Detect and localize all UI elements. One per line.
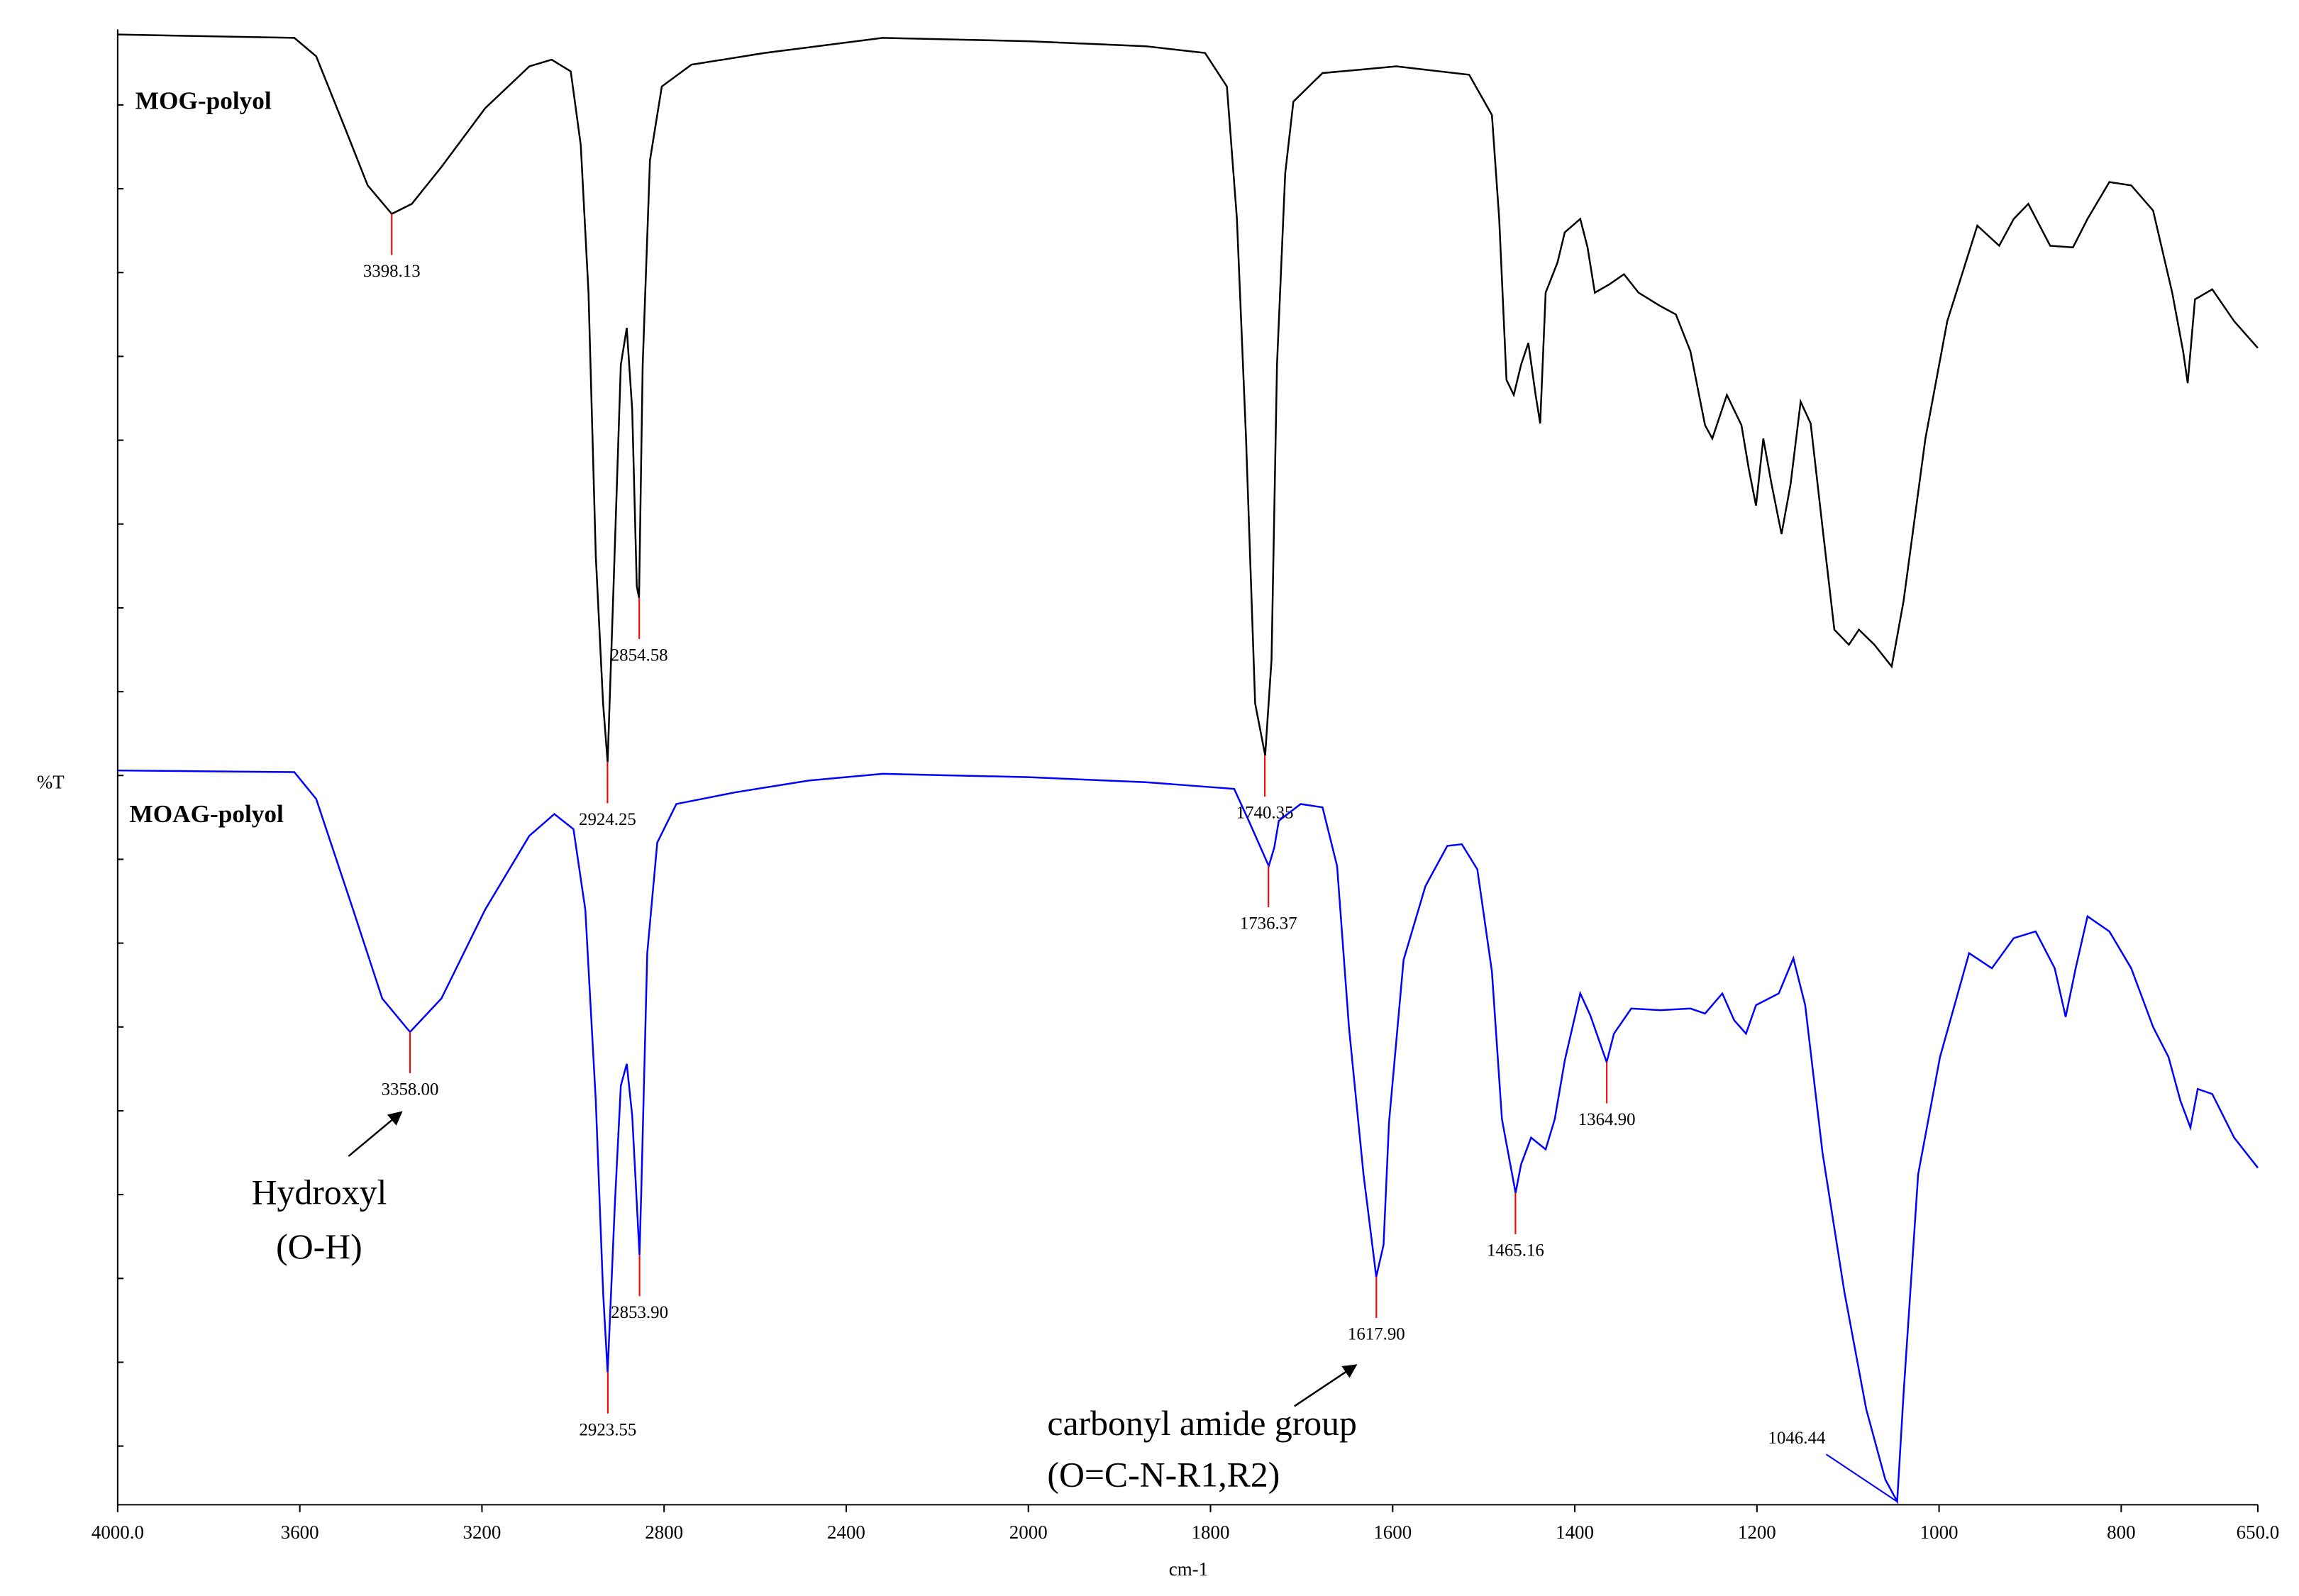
series-label: MOG-polyol <box>135 87 272 114</box>
peak-label: 3358.00 <box>382 1080 439 1099</box>
annotation: (O=C-N-R1,R2) <box>1047 1455 1280 1494</box>
x-tick-label: 3600 <box>281 1522 319 1543</box>
x-tick-label: 1000 <box>1920 1522 1959 1543</box>
x-tick-label: 1200 <box>1738 1522 1776 1543</box>
x-tick-label: 2400 <box>827 1522 865 1543</box>
peak-label: 1465.16 <box>1487 1241 1544 1260</box>
x-tick-label: 4000.0 <box>92 1522 144 1543</box>
peak-label: 2924.25 <box>579 810 636 829</box>
x-tick-label: 800 <box>2107 1522 2135 1543</box>
x-tick-label: 2800 <box>645 1522 683 1543</box>
x-tick-label: 1600 <box>1373 1522 1412 1543</box>
x-tick-label: 650.0 <box>2237 1522 2280 1543</box>
x-tick-label: 1400 <box>1556 1522 1594 1543</box>
peak-label: 1046.44 <box>1768 1429 1826 1448</box>
spectrum-line <box>117 769 2259 1505</box>
peak-label: 1364.90 <box>1578 1110 1636 1129</box>
peak-label: 2923.55 <box>579 1420 636 1439</box>
peak-marker <box>1825 1453 1898 1502</box>
annotation: (O-H) <box>276 1227 362 1266</box>
annotation: carbonyl amide group <box>1047 1404 1357 1443</box>
peak-label: 1617.90 <box>1348 1325 1405 1344</box>
annotation-arrow <box>1294 1364 1358 1407</box>
annotation-arrow <box>348 1111 403 1157</box>
spectrum-line <box>117 33 2259 763</box>
x-axis-label: cm-1 <box>1169 1558 1208 1580</box>
peak-label: 2854.58 <box>611 645 668 665</box>
peak-label: 1736.37 <box>1240 914 1297 933</box>
series-label: MOAG-polyol <box>129 800 284 828</box>
x-tick-label: 1800 <box>1192 1522 1230 1543</box>
annotation: Hydroxyl <box>252 1173 387 1212</box>
peak-label: 3398.13 <box>363 262 421 281</box>
y-axis-label: %T <box>37 771 65 792</box>
x-tick-label: 2000 <box>1009 1522 1048 1543</box>
x-tick-label: 3200 <box>462 1522 501 1543</box>
peak-label: 2853.90 <box>611 1303 668 1322</box>
